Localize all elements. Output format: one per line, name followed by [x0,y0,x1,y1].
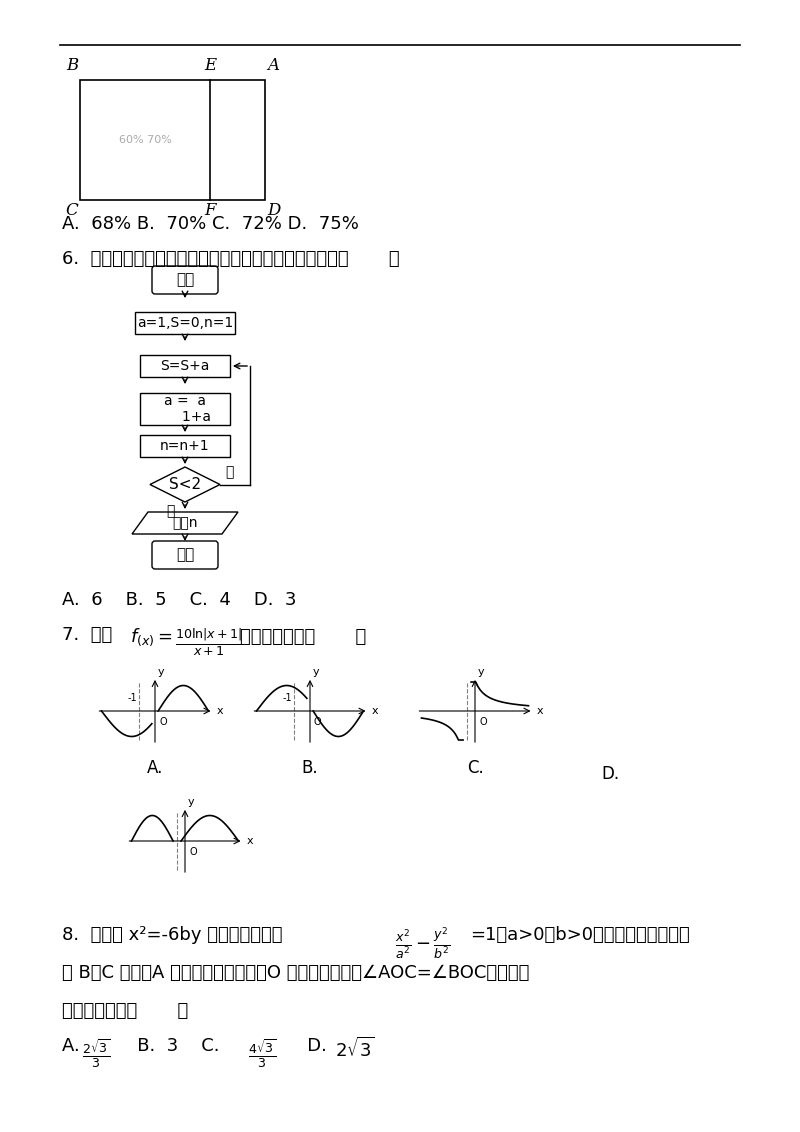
Bar [140,355,230,377]
FancyBboxPatch shape [152,266,218,294]
Text: -1: -1 [127,693,137,703]
Text: 6.  如图所示的程序框图，运行程序后，输出的结果等于（       ）: 6. 如图所示的程序框图，运行程序后，输出的结果等于（ ） [62,250,400,268]
Text: C: C [66,201,78,218]
Text: n=n+1: n=n+1 [160,439,210,453]
Text: y: y [313,667,320,677]
Text: 60% 70%: 60% 70% [118,135,171,145]
Text: O: O [479,717,486,727]
Text: A.: A. [62,1037,91,1055]
Text: 7.  函数: 7. 函数 [62,626,112,644]
Text: x: x [537,706,543,717]
Text: A: A [267,57,279,74]
Text: B: B [66,57,78,74]
Text: $\frac{2\sqrt{3}}{3}$: $\frac{2\sqrt{3}}{3}$ [82,1037,110,1070]
Text: S=S+a: S=S+a [160,359,210,374]
Text: 是: 是 [225,465,234,480]
Text: 于 B、C 两点，A 为双曲线的右顶点，O 为坐标原点，若∠AOC=∠BOC，则双曲: 于 B、C 两点，A 为双曲线的右顶点，O 为坐标原点，若∠AOC=∠BOC，则… [62,964,530,981]
Text: 8.  抛物线 x²=-6by 的准线与双曲线: 8. 抛物线 x²=-6by 的准线与双曲线 [62,926,282,944]
Text: 否: 否 [166,504,174,518]
Text: 开始: 开始 [176,273,194,288]
Text: $\frac{10\ln|x+1|}{x+1}$: $\frac{10\ln|x+1|}{x+1}$ [175,626,244,658]
Text: O: O [189,847,197,857]
Text: $\frac{x^2}{a^2}-\frac{y^2}{b^2}$: $\frac{x^2}{a^2}-\frac{y^2}{b^2}$ [395,926,451,962]
Text: 结束: 结束 [176,548,194,563]
Text: S<2: S<2 [169,477,201,492]
Text: B.  3    C.: B. 3 C. [120,1037,231,1055]
Text: -1: -1 [282,693,292,703]
Text: A.  68% B.  70% C.  72% D.  75%: A. 68% B. 70% C. 72% D. 75% [62,215,359,233]
Text: A.: A. [147,758,163,777]
Text: y: y [188,797,194,807]
Bar [140,393,230,424]
Text: $f_{(x)}=$: $f_{(x)}=$ [130,626,173,648]
Text: E: E [204,57,216,74]
Text: B.: B. [302,758,318,777]
Text: x: x [371,706,378,717]
Bar [135,312,235,334]
Text: y: y [158,667,165,677]
Text: $\frac{4\sqrt{3}}{3}$: $\frac{4\sqrt{3}}{3}$ [248,1037,277,1070]
Text: D.: D. [290,1037,338,1055]
Text: x: x [246,837,253,846]
Text: a=1,S=0,n=1: a=1,S=0,n=1 [137,316,233,331]
Text: C.: C. [466,758,483,777]
Text: F: F [204,201,216,218]
Text: 的图象可能是（       ）: 的图象可能是（ ） [240,628,366,646]
Text: x: x [217,706,223,717]
FancyBboxPatch shape [152,541,218,569]
Text: D.: D. [601,765,619,783]
Text: A.  6    B.  5    C.  4    D.  3: A. 6 B. 5 C. 4 D. 3 [62,591,297,609]
Bar [140,435,230,457]
Text: O: O [314,717,322,727]
Text: D: D [267,201,280,218]
Text: 线的离心率为（       ）: 线的离心率为（ ） [62,1002,188,1020]
Text: $2\sqrt{3}$: $2\sqrt{3}$ [335,1037,375,1061]
Text: O: O [159,717,166,727]
Text: y: y [478,667,485,677]
Text: 输出n: 输出n [172,516,198,530]
Text: =1（a>0，b>0）的左、右支分别交: =1（a>0，b>0）的左、右支分别交 [470,926,690,944]
Text: a =  a
     1+a: a = a 1+a [159,394,210,424]
